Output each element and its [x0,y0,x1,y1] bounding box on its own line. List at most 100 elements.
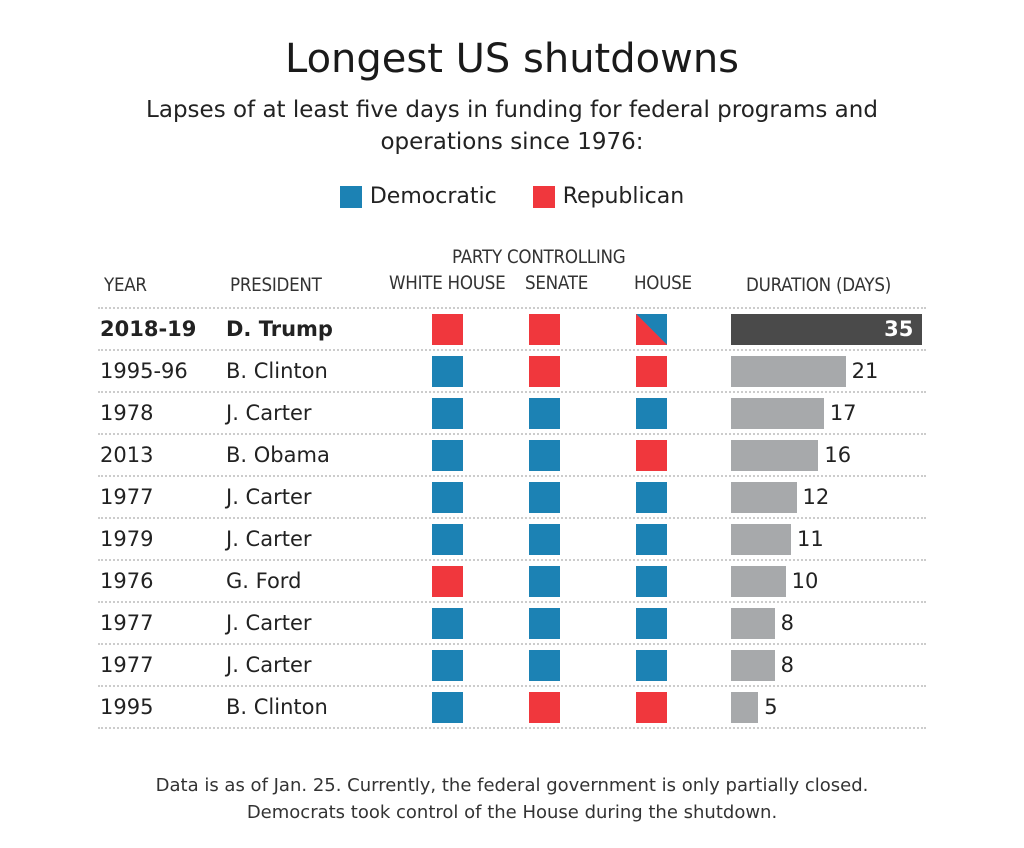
legend-democratic: Democratic [339,184,497,209]
chart-title: Longest US shutdowns [284,36,740,82]
senate-party-square [529,650,560,681]
president-cell: B. Obama [226,443,330,467]
white-house-party-square [432,566,463,597]
house-party-square [636,440,667,471]
president-cell: D. Trump [226,317,333,341]
duration-label: 8 [780,653,795,677]
president-cell: G. Ford [226,569,302,593]
democratic-swatch [339,185,362,208]
senate-party-square [529,608,560,639]
duration-bar [731,356,846,387]
header-senate: SENATE [525,272,589,294]
duration-label: 11 [797,527,824,551]
duration-label: 8 [780,611,795,635]
table-row: 1995-96 B. Clinton 21 [98,349,926,393]
president-cell: J. Carter [226,611,312,635]
duration-bar [731,692,759,723]
white-house-party-square [432,482,463,513]
duration-label: 21 [851,359,879,383]
header-house: HOUSE [634,272,692,294]
white-house-party-square [432,608,463,639]
president-cell: B. Clinton [226,359,328,383]
table-row: 1977 J. Carter 12 [98,475,926,519]
duration-bar [731,566,786,597]
table-row: 1977 J. Carter 8 [98,601,926,645]
year-cell: 1978 [100,401,154,425]
duration-label: 12 [802,485,830,509]
year-cell: 2018-19 [100,317,197,341]
duration-label: 5 [764,695,778,719]
president-cell: J. Carter [226,401,312,425]
year-cell: 1977 [100,653,154,677]
duration-label: 10 [791,569,819,593]
senate-party-square [529,692,560,723]
legend-republican: Republican [532,184,685,209]
header-president: PRESIDENT [230,274,322,296]
senate-party-square [529,440,560,471]
legend-label: Republican [562,184,685,209]
year-cell: 1995 [100,695,154,719]
duration-bar [731,650,775,681]
legend-label: Democratic [369,184,497,209]
year-cell: 1977 [100,611,154,635]
legend: Democratic Republican [0,184,1024,209]
year-cell: 1979 [100,527,154,551]
white-house-party-square [432,692,463,723]
president-cell: J. Carter [226,527,312,551]
house-party-square [636,608,667,639]
house-party-square [636,566,667,597]
white-house-party-square [432,356,463,387]
table-row: 2013 B. Obama 16 [98,433,926,477]
senate-party-square [529,356,560,387]
duration-bar [731,398,824,429]
senate-party-square [529,482,560,513]
house-party-square [636,650,667,681]
subtitle-line-1: Lapses of at least five days in funding … [146,97,878,123]
chart-subtitle: Lapses of at least five days in funding … [0,94,1024,158]
house-party-square [636,524,667,555]
white-house-party-square [432,650,463,681]
white-house-party-square [432,524,463,555]
senate-party-square [529,398,560,429]
duration-label: 16 [824,443,852,467]
year-cell: 2013 [100,443,154,467]
duration-label: 35 [884,317,914,341]
table-row: 1976 G. Ford 10 [98,559,926,603]
house-party-square [636,398,667,429]
house-party-square [636,314,667,345]
president-cell: J. Carter [226,653,312,677]
president-cell: J. Carter [226,485,312,509]
subtitle-line-2: operations since 1976: [380,129,644,155]
footer-line-1: Data is as of Jan. 25. Currently, the fe… [155,775,869,796]
duration-bar [731,440,819,471]
duration-bar [731,608,775,639]
house-party-square [636,356,667,387]
header-year: YEAR [104,274,147,296]
president-cell: B. Clinton [226,695,328,719]
duration-label: 17 [829,401,857,425]
senate-party-square [529,524,560,555]
white-house-party-square [432,314,463,345]
table-row: 1979 J. Carter 11 [98,517,926,561]
table-row: 2018-19 D. Trump 35 [98,307,926,351]
republican-swatch [532,185,555,208]
header-duration: DURATION (DAYS) [746,274,891,296]
house-party-square [636,482,667,513]
year-cell: 1995-96 [100,359,188,383]
table-bottom-rule [98,727,926,729]
white-house-party-square [432,440,463,471]
year-cell: 1977 [100,485,154,509]
table-row: 1995 B. Clinton 5 [98,685,926,729]
header-party-controlling: PARTY CONTROLLING [452,246,626,268]
senate-party-square [529,566,560,597]
duration-bar [731,314,923,345]
table-row: 1977 J. Carter 8 [98,643,926,687]
year-cell: 1976 [100,569,154,593]
senate-party-square [529,314,560,345]
footer-note: Data is as of Jan. 25. Currently, the fe… [0,772,1024,826]
footer-line-2: Democrats took control of the House duri… [246,802,778,823]
duration-bar [731,524,792,555]
duration-bar [731,482,797,513]
white-house-party-square [432,398,463,429]
house-party-square [636,692,667,723]
